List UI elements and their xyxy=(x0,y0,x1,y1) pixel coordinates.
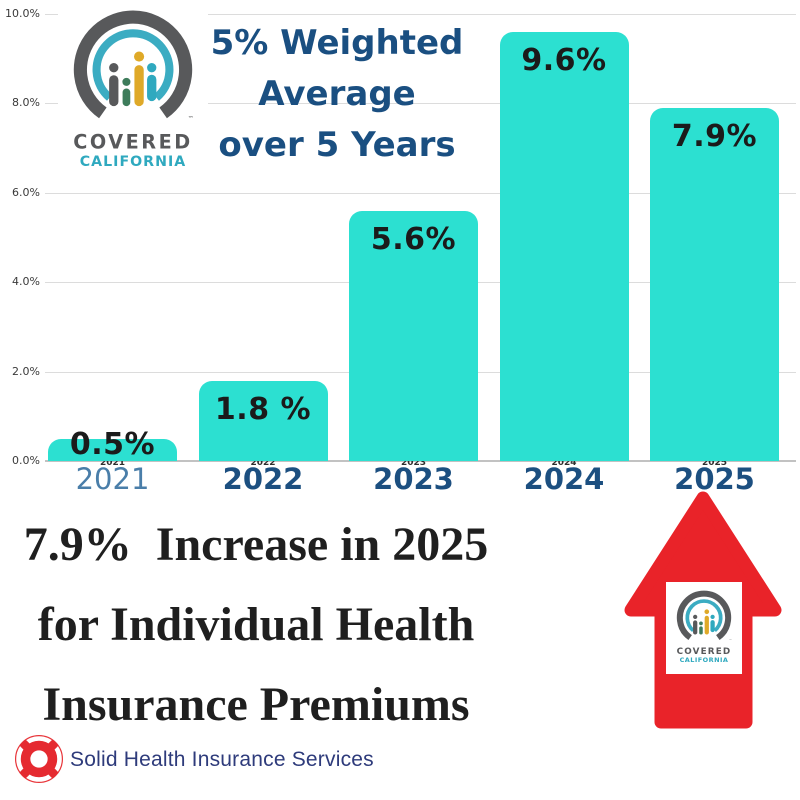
footer: Solid Health Insurance Services xyxy=(0,726,800,800)
bar-value-label-2022: 1.8 % xyxy=(214,391,312,427)
arrow-logo-card xyxy=(666,582,742,674)
y-axis-tick-label: 2.0% xyxy=(12,364,40,378)
headline-line1: 7.9% Increase in 2025 xyxy=(23,518,489,571)
bar-value-label-2023: 5.6% xyxy=(370,221,457,257)
bar-value-label-2025: 7.9% xyxy=(671,118,758,154)
x-axis-label-2024: 2024 xyxy=(523,462,605,496)
covered-california-logo xyxy=(58,6,208,178)
y-axis-tick-label: 8.0% xyxy=(12,96,40,110)
bar-value-label-2024: 9.6% xyxy=(521,42,607,78)
x-axis-tick-small-2022: 2022 xyxy=(250,458,276,468)
y-axis-tick-label: 4.0% xyxy=(12,275,40,289)
headline-line3: Insurance Premiums xyxy=(42,678,470,731)
gridline xyxy=(45,14,796,15)
bar-2023 xyxy=(349,210,478,461)
covered-california-logo-icon xyxy=(61,7,205,177)
bar-2022 xyxy=(198,380,328,461)
x-axis-tick-small-2024: 2024 xyxy=(551,458,577,468)
chart-title-line3: over 5 Years xyxy=(218,125,456,165)
bar-2021 xyxy=(48,438,177,461)
headline: 7.9% Increase in 2025 for Individual Hea… xyxy=(0,505,512,745)
chart-title: 5% Weighted Average over 5 Years xyxy=(203,18,471,171)
y-axis-tick-label: 0.0% xyxy=(12,454,40,467)
headline-line2: for Individual Health xyxy=(37,598,475,651)
covered-california-logo-small xyxy=(671,589,737,667)
gridline xyxy=(45,103,796,105)
x-axis-tick-small-2025: 2025 xyxy=(701,458,728,468)
x-axis-label-2025: 2025 xyxy=(674,462,755,496)
bar-2025 xyxy=(650,107,779,461)
x-axis-label-2021: 2021 xyxy=(75,462,150,496)
chart-title-line2: Average xyxy=(258,74,416,114)
company-name: Solid Health Insurance Services xyxy=(70,748,374,771)
x-axis-tick-small-2023: 2023 xyxy=(400,458,427,468)
y-axis-tick-label: 6.0% xyxy=(12,185,40,199)
x-axis-line xyxy=(45,460,796,462)
bar-value-label-2021: 0.5% xyxy=(69,426,156,462)
bar-2024 xyxy=(499,31,629,461)
x-axis-label-2022: 2022 xyxy=(222,462,304,496)
x-axis-tick-small-2021: 2021 xyxy=(99,458,126,468)
life-ring-icon xyxy=(14,734,64,784)
chart-title-line1: 5% Weighted xyxy=(210,23,464,63)
y-axis-tick-label: 10.0% xyxy=(5,7,40,20)
x-axis-label-2023: 2023 xyxy=(373,462,454,496)
gridline xyxy=(45,192,796,194)
